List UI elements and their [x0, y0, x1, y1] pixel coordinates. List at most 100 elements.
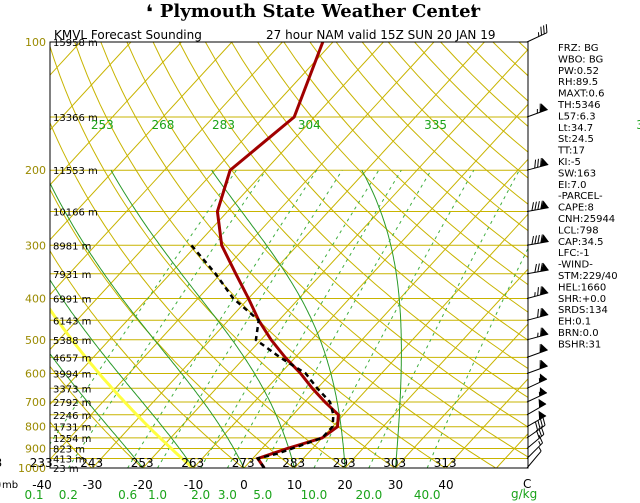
wind-barb-staff — [526, 365, 548, 374]
wind-barb-pennant — [540, 343, 548, 353]
dry-adiabat-line — [100, 42, 497, 468]
index-line: FRZ: BG — [558, 43, 599, 54]
pressure-label: 600 — [25, 367, 46, 380]
index-line: Lt:34.7 — [558, 123, 593, 134]
wind-barb-full — [539, 103, 541, 113]
height-label: 413 m — [53, 455, 85, 466]
wind-barb-full — [534, 235, 537, 245]
wind-barb — [526, 426, 545, 449]
wind-barb-half — [534, 292, 536, 297]
index-line: LCL:798 — [558, 225, 599, 236]
isotherm-line — [50, 42, 384, 406]
height-label: 23 m — [53, 464, 79, 475]
wind-barb-full — [537, 420, 541, 429]
reference-adiabat-line — [50, 306, 194, 468]
wind-barb — [526, 200, 549, 212]
height-label: 1731 m — [53, 423, 91, 434]
index-line: -WIND- — [558, 260, 593, 271]
wind-barb — [526, 434, 544, 459]
wind-barb-staff — [526, 415, 547, 428]
mixing-ratio-line — [157, 169, 343, 468]
wind-barb-pennant — [539, 373, 547, 383]
mixing-ratio-label: 2.0 — [191, 488, 210, 502]
mixing-ratio-line — [262, 169, 432, 468]
mixing-ratio-unit: g/kg — [511, 487, 537, 501]
wind-barb — [526, 373, 548, 389]
pressure-label: 1000 — [18, 462, 46, 475]
isotherm-line — [142, 48, 528, 468]
dry-adiabat-line — [74, 42, 447, 468]
moist-adiabat-line — [50, 352, 144, 468]
wind-barb-full — [543, 25, 545, 35]
mixing-ratio-line — [226, 169, 402, 468]
theta-top-label: 268 — [151, 118, 174, 132]
theta-bottom-label: 303 — [383, 456, 406, 470]
theta-bottom-label: 313 — [434, 456, 457, 470]
height-label: 8981 m — [53, 241, 91, 252]
mixing-ratio-label: 20.0 — [355, 488, 382, 502]
wind-barb — [526, 157, 549, 171]
index-line: TT:17 — [557, 146, 585, 157]
wind-barb-layer — [526, 24, 549, 469]
height-label: 3373 m — [53, 384, 91, 395]
wind-barb-pennant — [540, 157, 549, 167]
index-line: BSHR:31 — [558, 339, 601, 350]
theta-bottom-label: 243 — [80, 456, 103, 470]
page-title: Plymouth State Weather Center — [159, 1, 481, 22]
lightning-left-icon: ❛ — [146, 0, 153, 24]
wind-barb-staff — [526, 442, 543, 459]
height-label: 823 m — [53, 445, 85, 456]
pressure-label: 300 — [25, 239, 46, 252]
theta-bottom-label: 273 — [232, 456, 255, 470]
dry-adiabat-line — [283, 42, 528, 286]
pressure-label: 100 — [25, 36, 46, 49]
wind-barb-full — [540, 286, 542, 295]
wind-barb-half — [536, 108, 538, 114]
wind-barb-full — [540, 200, 543, 210]
wind-barb-full — [537, 308, 539, 318]
wind-barb-pennant — [538, 398, 547, 408]
wind-barb-pennant — [540, 327, 549, 337]
isotherm-line — [395, 323, 528, 468]
temperature-tick-label: 0 — [240, 478, 248, 492]
profile-layer — [190, 42, 340, 468]
wind-barb — [526, 103, 548, 118]
isotherm-line — [92, 42, 485, 468]
index-line: SRDS:134 — [558, 305, 608, 316]
wind-barb-full — [531, 202, 534, 211]
temperature-unit: C — [523, 477, 531, 491]
height-label: 11553 m — [53, 166, 98, 177]
moist-adiabat-line — [50, 182, 245, 468]
index-line: HEL:1660 — [558, 282, 606, 293]
wind-barb-full — [540, 158, 542, 167]
index-line: EH:0.1 — [558, 317, 591, 328]
dry-adiabat-line — [126, 42, 528, 458]
wind-barb-full — [540, 308, 542, 317]
page-header: ❛ Plymouth State Weather Center ❛ — [0, 0, 640, 26]
isotherm-line — [50, 42, 334, 351]
wind-barb-pennant — [540, 200, 549, 210]
wind-barb-staff — [526, 433, 545, 449]
height-label: 4657 m — [53, 353, 91, 364]
wind-barb — [526, 416, 546, 439]
theta-bottom-label: 283 — [282, 456, 305, 470]
wind-barb-staff — [526, 240, 549, 246]
wind-barb-full — [538, 434, 544, 444]
index-line: SW:163 — [558, 168, 596, 179]
moist-adiabat-line — [50, 279, 194, 468]
mixing-ratio-label: 1.0 — [148, 488, 167, 502]
wind-barb-pennant — [540, 262, 549, 272]
theta-top-label: 304 — [298, 118, 321, 132]
wind-barb — [526, 234, 549, 246]
wind-barb-pennant — [540, 307, 549, 317]
index-line: KI:-5 — [558, 157, 581, 168]
height-label: 15958 m — [53, 38, 98, 49]
wind-barb-half — [538, 447, 542, 452]
wind-barb-pennant — [540, 286, 549, 295]
pressure-label: 400 — [25, 292, 46, 305]
wind-barb-staff — [526, 403, 547, 416]
dry-adiabat-line — [50, 365, 143, 468]
mixing-ratio-label: 3.0 — [218, 488, 237, 502]
wind-barb — [526, 398, 547, 416]
wind-barb-staff — [526, 207, 549, 212]
